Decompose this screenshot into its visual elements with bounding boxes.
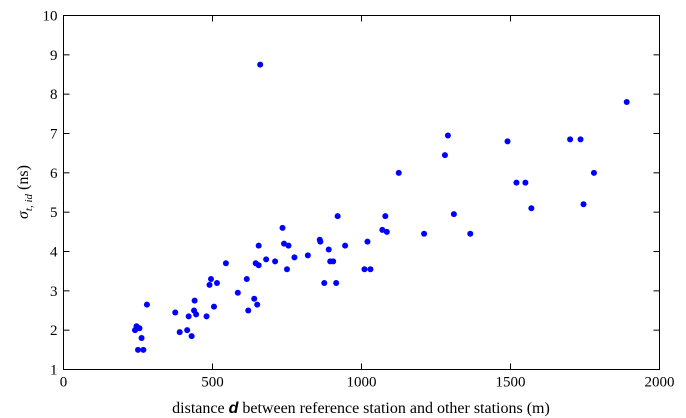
data-point [193, 311, 200, 318]
data-point [382, 213, 389, 220]
y-tick-label: 10 [43, 9, 58, 25]
data-point [210, 303, 217, 310]
x-axis-label-var: d [229, 400, 240, 417]
x-tick-label: 500 [201, 375, 224, 391]
data-point [251, 295, 258, 302]
y-tick-label: 6 [50, 166, 58, 182]
data-point [325, 246, 332, 253]
data-point [441, 152, 448, 159]
data-point [255, 262, 262, 269]
data-point [467, 230, 474, 237]
x-axis-label: distance d between reference station and… [172, 400, 550, 417]
data-point [172, 309, 179, 316]
data-point [255, 242, 262, 249]
data-point [395, 169, 402, 176]
data-point [513, 179, 520, 186]
data-point [245, 307, 252, 314]
data-point [203, 313, 210, 320]
x-tick-label: 0 [60, 375, 68, 391]
data-point [421, 230, 428, 237]
plot-frame [63, 15, 660, 370]
y-tick-label: 3 [50, 284, 58, 300]
data-point [590, 169, 597, 176]
data-point [176, 329, 183, 336]
y-tick-label: 8 [50, 87, 58, 103]
data-point [234, 289, 241, 296]
x-tick-labels: 0 500 1000 1500 2000 [60, 375, 675, 391]
y-tick-label: 9 [50, 48, 58, 64]
data-points [132, 61, 630, 353]
data-point [367, 266, 374, 273]
data-point [213, 279, 220, 286]
data-point [528, 205, 535, 212]
data-point [254, 301, 261, 308]
data-point [135, 346, 141, 353]
data-point [577, 136, 584, 143]
data-point [567, 136, 574, 143]
data-point [291, 254, 298, 261]
data-point [191, 297, 198, 304]
data-point [444, 132, 451, 139]
x-tick-label: 1500 [496, 375, 526, 391]
data-point [140, 346, 147, 353]
data-point [138, 335, 145, 342]
data-point [281, 240, 288, 247]
data-point [222, 260, 229, 267]
data-point [185, 313, 192, 320]
data-point [361, 266, 368, 273]
x-tick-label: 2000 [645, 375, 675, 391]
x-tick-label: 1000 [347, 375, 377, 391]
data-point [334, 213, 341, 220]
data-point [330, 258, 337, 265]
data-point [208, 276, 215, 283]
data-point [379, 226, 386, 233]
data-point [504, 138, 511, 145]
data-point [279, 224, 286, 231]
y-axis-label: σt, id (ns) [15, 165, 35, 219]
data-point [184, 327, 191, 334]
y-tick-label: 7 [50, 127, 58, 143]
data-point [333, 279, 340, 286]
data-point [263, 256, 270, 263]
y-tick-label: 4 [50, 245, 58, 261]
y-tick-labels: 1 2 3 4 5 6 7 8 9 10 [43, 9, 59, 379]
y-tick-label: 2 [50, 323, 58, 339]
data-point [136, 325, 143, 332]
data-point [143, 301, 150, 308]
data-point [383, 228, 390, 235]
data-point [257, 61, 264, 68]
data-point [272, 258, 279, 265]
axis-ticks [63, 15, 660, 370]
data-point [450, 211, 457, 218]
data-point [243, 276, 250, 283]
data-point [304, 252, 311, 259]
data-point [317, 238, 324, 245]
data-point [623, 99, 630, 106]
data-point [206, 281, 213, 288]
data-point [580, 201, 587, 208]
data-point [342, 242, 349, 249]
data-point [321, 279, 328, 286]
data-point [188, 333, 195, 340]
data-point [284, 266, 290, 273]
data-point [364, 238, 371, 245]
y-tick-label: 1 [50, 363, 58, 379]
data-point [522, 179, 529, 186]
y-tick-label: 5 [50, 205, 58, 221]
data-point [285, 242, 292, 249]
